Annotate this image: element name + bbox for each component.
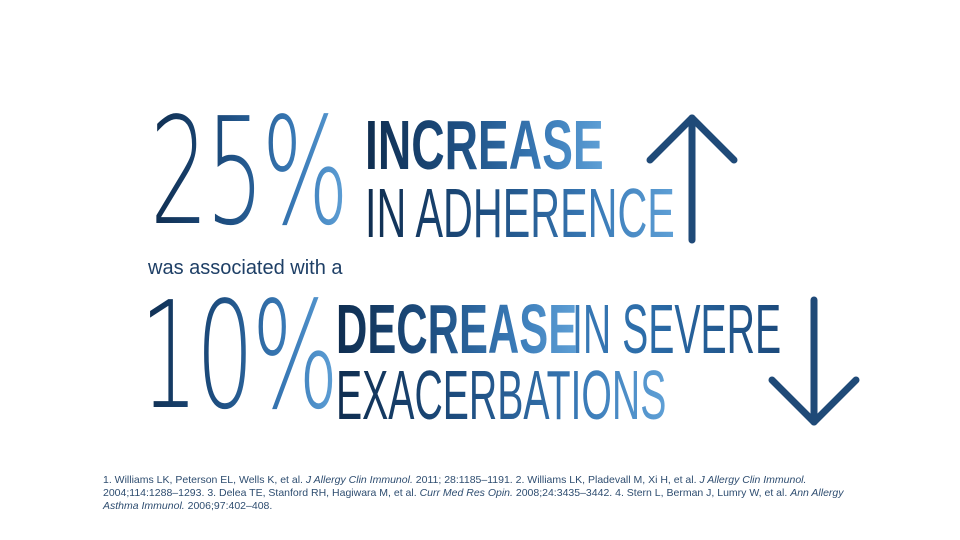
reference-text: 2011; 28:1185–1191. 2. Williams LK, Plad… — [412, 474, 700, 486]
adherence-subline: IN ADHERENCE — [365, 174, 675, 252]
references-footnote: 1. Williams LK, Peterson EL, Wells K, et… — [103, 474, 873, 513]
arrow-down-icon — [764, 294, 864, 435]
in-severe-text: IN SEVERE — [572, 290, 782, 368]
increase-headline: INCREASE — [365, 106, 604, 184]
reference-text: 2004;114:1288–1293. 3. Delea TE, Stanfor… — [103, 487, 420, 499]
reference-journal: J Allergy Clin Immunol. — [305, 474, 413, 486]
reference-text: 1. Williams LK, Peterson EL, Wells K, et… — [103, 474, 306, 486]
stat-percent-decrease: 10% — [140, 270, 339, 442]
decrease-headline: DECREASE — [336, 290, 578, 368]
reference-journal: Curr Med Res Opin. — [419, 487, 513, 499]
reference-text: 2006;97:402–408. — [184, 500, 273, 512]
connector-text: was associated with a — [148, 257, 343, 279]
reference-journal: J Allergy Clin Immunol. — [699, 474, 807, 486]
reference-journal: Ann Allergy Asthma Immunol. — [103, 487, 844, 512]
exacerbations-subline: EXACERBATIONS — [336, 356, 667, 434]
stat-percent-increase: 25% — [150, 86, 349, 258]
arrow-up-icon — [642, 110, 742, 251]
reference-text: 2008;24:3435–3442. 4. Stern L, Berman J,… — [512, 487, 791, 499]
